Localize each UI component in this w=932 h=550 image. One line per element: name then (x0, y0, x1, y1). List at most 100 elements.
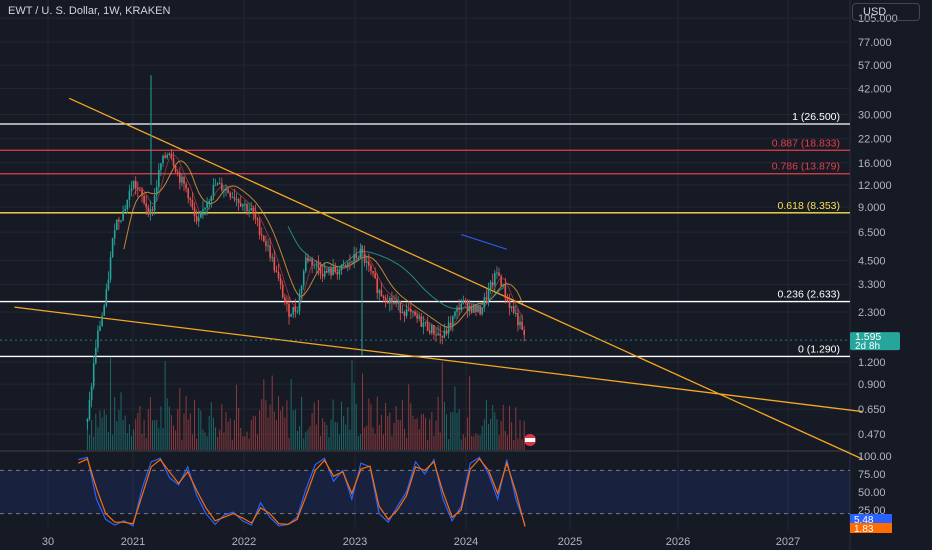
candle-body (340, 265, 343, 270)
price-axis-label: 0.900 (858, 379, 886, 391)
volume-bar (265, 400, 267, 450)
time-axis-label: 2021 (121, 536, 145, 548)
candle-body (120, 220, 122, 222)
price-axis-label: 57.000 (858, 60, 892, 72)
last-price-value: 1.595 (855, 331, 881, 343)
volume-bar (166, 398, 168, 450)
volume-bar (282, 406, 284, 450)
candle-body (420, 316, 423, 327)
candle-body (126, 199, 129, 210)
candle-body (195, 215, 198, 222)
candle-body (155, 186, 158, 196)
volume-bar (101, 417, 103, 450)
volume-bar (464, 437, 466, 450)
volume-bar (490, 419, 492, 450)
volume-bar (397, 419, 399, 450)
volume-bar (498, 435, 500, 450)
volume-bar (500, 421, 502, 450)
candle-body (263, 236, 265, 242)
candle-body (214, 184, 217, 186)
volume-bar (343, 415, 345, 450)
volume-bar (494, 412, 496, 450)
candle-body (187, 188, 190, 199)
candle-body (290, 314, 292, 317)
volume-bar (467, 417, 469, 450)
volume-bar (435, 420, 437, 450)
volume-bar (458, 409, 460, 450)
volume-bar (145, 437, 147, 450)
candle-body (376, 278, 379, 293)
candle-body (359, 248, 362, 258)
candle-body (174, 165, 177, 173)
volume-bar (395, 406, 397, 450)
volume-bar (437, 396, 439, 450)
volume-bar (219, 429, 221, 450)
candle-body (248, 210, 250, 212)
volume-bar (208, 415, 210, 450)
stoch-axis-label: 75.00 (858, 469, 886, 481)
candle-body (166, 154, 169, 158)
candle-body (372, 270, 374, 274)
price-axis-label: 16.000 (858, 158, 892, 170)
symbol-title[interactable]: EWT / U. S. Dollar, 1W, KRAKEN (8, 5, 171, 17)
volume-bar (168, 406, 170, 450)
time-axis-label: 2027 (776, 536, 800, 548)
candle-body (349, 262, 351, 264)
candle-body (437, 333, 439, 336)
volume-bar (185, 395, 187, 450)
candle-body (288, 303, 290, 317)
candle-body (412, 311, 414, 313)
candle-body (113, 230, 116, 239)
volume-bar (488, 423, 490, 450)
volume-bar (345, 424, 347, 450)
volume-bar (389, 412, 391, 450)
time-axis-label: 2025 (558, 536, 582, 548)
candle-body (464, 300, 467, 302)
candle-body (326, 270, 328, 273)
candle-body (319, 268, 322, 275)
candle-body (88, 399, 91, 420)
candle-body (260, 234, 263, 237)
volume-bar (223, 432, 225, 450)
price-axis-label: 42.000 (858, 84, 892, 96)
volume-bar (393, 423, 395, 450)
candle-body (204, 207, 206, 210)
fib-level-label: 0.786 (13.879) (772, 161, 840, 173)
fib-level-label: 0.618 (8.353) (778, 200, 840, 212)
candle-body (374, 273, 376, 279)
candle-body (237, 199, 240, 204)
currency-button[interactable]: USD (852, 3, 920, 21)
candle-body (97, 330, 99, 348)
stoch-value-badge (850, 514, 892, 524)
candle-body (101, 315, 103, 327)
volume-bar (105, 414, 107, 450)
candle-body (391, 297, 393, 303)
volume-bar (250, 420, 252, 450)
volume-bar (334, 421, 336, 450)
volume-bar (420, 414, 422, 450)
candle-body (143, 195, 145, 204)
candle-body (216, 183, 219, 185)
candle-body (242, 204, 244, 207)
volume-bar (107, 432, 109, 450)
candle-body (105, 289, 108, 306)
volume-bar (210, 402, 212, 450)
volume-bar (158, 428, 160, 450)
stoch-band (0, 470, 850, 514)
candle-body (504, 284, 507, 299)
candle-body (122, 210, 124, 221)
candle-body (185, 183, 187, 189)
volume-bar (296, 430, 298, 450)
candle-body (487, 288, 490, 300)
candle-body (456, 307, 458, 312)
candle-body (208, 200, 211, 203)
moving-average-line (123, 160, 524, 328)
candle-body (410, 309, 412, 312)
volume-bar (225, 411, 227, 450)
candle-body (389, 297, 391, 304)
candle-body (414, 311, 416, 316)
candle-body (380, 290, 383, 297)
volume-bar (471, 435, 473, 450)
candle-body (424, 322, 427, 324)
candle-body (168, 153, 171, 155)
